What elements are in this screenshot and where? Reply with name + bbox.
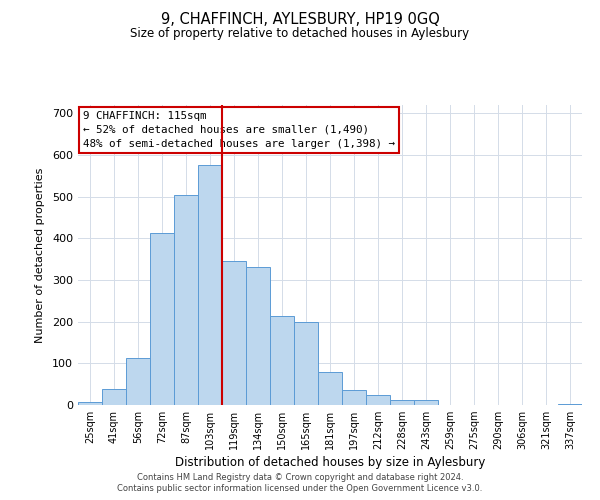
Text: Size of property relative to detached houses in Aylesbury: Size of property relative to detached ho…: [130, 28, 470, 40]
Bar: [150, 232, 174, 405]
Bar: [366, 394, 390, 405]
Bar: [414, 400, 438, 405]
Bar: [390, 400, 414, 405]
Bar: [126, 358, 150, 405]
Bar: [198, 166, 222, 405]
Bar: [342, 390, 366, 405]
Bar: [270, 316, 294, 405]
Y-axis label: Number of detached properties: Number of detached properties: [35, 168, 45, 342]
Bar: [558, 404, 582, 405]
Bar: [294, 322, 318, 405]
Text: Contains public sector information licensed under the Open Government Licence v3: Contains public sector information licen…: [118, 484, 482, 493]
X-axis label: Distribution of detached houses by size in Aylesbury: Distribution of detached houses by size …: [175, 456, 485, 469]
Bar: [222, 261, 246, 405]
Text: 9, CHAFFINCH, AYLESBURY, HP19 0GQ: 9, CHAFFINCH, AYLESBURY, HP19 0GQ: [161, 12, 439, 28]
Text: 9 CHAFFINCH: 115sqm
← 52% of detached houses are smaller (1,490)
48% of semi-det: 9 CHAFFINCH: 115sqm ← 52% of detached ho…: [83, 111, 395, 149]
Bar: [246, 266, 270, 405]
Bar: [318, 372, 342, 405]
Bar: [102, 389, 126, 405]
Bar: [78, 402, 102, 405]
Bar: [174, 194, 198, 405]
Text: Contains HM Land Registry data © Crown copyright and database right 2024.: Contains HM Land Registry data © Crown c…: [137, 472, 463, 482]
